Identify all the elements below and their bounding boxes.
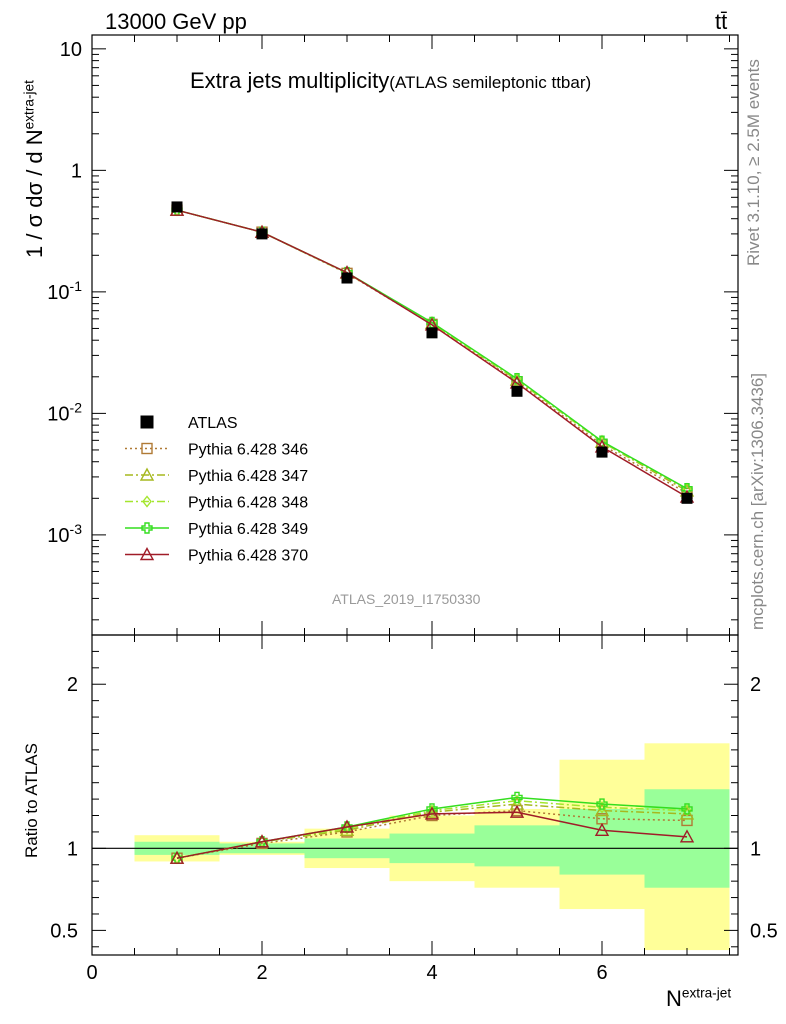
ratio-series-marker — [509, 796, 525, 810]
data-point — [341, 272, 353, 284]
data-point — [171, 201, 183, 213]
analysis-watermark: ATLAS_2019_I1750330 — [332, 591, 481, 607]
lower-y-tick-label-right: 1 — [750, 838, 761, 860]
ratio-series-marker — [169, 850, 185, 864]
data-point — [256, 228, 268, 240]
x-tick-label: 0 — [86, 962, 97, 984]
lower-y-tick-label-right: 2 — [750, 674, 761, 696]
ratio-series-line — [176, 809, 688, 859]
upper-y-tick-label: 10 — [60, 39, 82, 61]
upper-series-marker — [596, 435, 608, 447]
ratio-series-marker — [509, 804, 525, 818]
lower-plot-frame — [91, 634, 739, 956]
data-point — [426, 327, 438, 339]
x-axis-label: Nextra-jet — [666, 986, 731, 1012]
lower-y-tick-label-left: 1 — [67, 838, 78, 860]
rivet-version-label: Rivet 3.1.10, ≥ 2.5M events — [744, 59, 763, 266]
legend-entry-label: Pythia 6.428 349 — [188, 521, 308, 538]
ratio-series-marker — [596, 798, 608, 810]
lower-y-tick-label-right: 0.5 — [750, 920, 778, 942]
data-point — [596, 446, 608, 458]
legend-entry-label: Pythia 6.428 370 — [188, 548, 308, 565]
ratio-series-marker — [679, 829, 695, 843]
legend-marker — [141, 522, 153, 534]
data-point — [681, 492, 693, 504]
x-tick-label: 2 — [256, 962, 267, 984]
mcplots-label: mcplots.cern.ch [arXiv:1306.3436] — [748, 372, 767, 630]
ratio-series-marker — [594, 803, 610, 817]
x-tick-label: 4 — [426, 962, 437, 984]
upper-y-axis-label: 1 / σ dσ / d Nextra-jet — [22, 80, 48, 258]
ratio-series-marker — [511, 791, 523, 804]
legend-data-marker — [140, 415, 154, 429]
uncertainty-band-inner — [474, 825, 560, 867]
ratio-series-marker — [254, 834, 270, 848]
x-axis-text: Nextra-jet — [666, 986, 732, 1012]
legend-marker — [139, 467, 155, 481]
uncertainty-band-inner — [559, 808, 645, 875]
upper-series-marker — [512, 373, 522, 386]
ratio-series-marker — [339, 819, 355, 833]
beam-label: 13000 GeV pp — [105, 9, 247, 34]
upper-plot-frame — [91, 34, 739, 636]
legend-entry-label: Pythia 6.428 347 — [188, 468, 308, 485]
lower-y-tick-label-left: 2 — [67, 674, 78, 696]
x-tick-label: 6 — [596, 962, 607, 984]
chart-subtitle: (ATLAS semileptonic ttbar) — [389, 73, 592, 92]
chart-title: Extra jets multiplicity(ATLAS semilepton… — [190, 68, 591, 94]
upper-y-axis-text: 1 / σ dσ / d Nextra-jet — [22, 80, 48, 258]
legend-marker — [139, 547, 155, 561]
ratio-plot-panel: 0.5 0.5 1 1 2 2 0 2 4 6 — [50, 634, 778, 984]
lower-y-tick-label-left: 0.5 — [50, 920, 78, 942]
upper-y-tick-label: 1 — [71, 160, 82, 182]
legend-marker — [142, 495, 152, 508]
ratio-series-marker — [679, 806, 695, 820]
main-plot-panel: 10-3 10-2 10-1 1 10 ATLAS Pythia 6.428 346 Pyth… — [47, 34, 739, 636]
ratio-series-marker — [594, 822, 610, 836]
ratio-series-line — [176, 811, 688, 859]
process-label: tt̄ — [715, 9, 728, 34]
upper-y-tick-label: 10-3 — [47, 521, 82, 547]
chart-title-main: Extra jets multiplicity — [190, 68, 390, 93]
legend-entry-label: Pythia 6.428 348 — [188, 495, 308, 512]
legend-entry-label: ATLAS — [188, 415, 238, 432]
ratio-series-marker — [424, 806, 440, 820]
ratio-series-marker — [681, 803, 693, 815]
data-point — [511, 385, 523, 397]
lower-y-axis-label: Ratio to ATLAS — [22, 743, 41, 858]
upper-y-tick-label: 10-2 — [47, 399, 82, 425]
legend-entry-label: Pythia 6.428 346 — [188, 442, 308, 459]
legend-marker — [141, 442, 153, 455]
upper-y-tick-label: 10-1 — [47, 278, 82, 304]
